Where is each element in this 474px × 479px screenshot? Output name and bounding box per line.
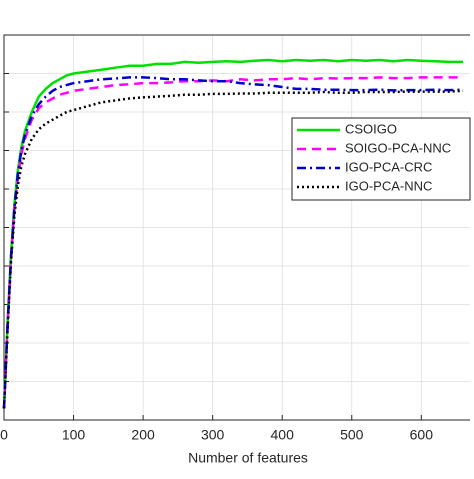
series-line <box>2 89 464 409</box>
x-tick-label: 600 <box>410 427 434 443</box>
legend-label: CSOIGO <box>345 121 397 136</box>
x-tick-label: 0 <box>0 427 8 443</box>
x-tick-label: 300 <box>201 427 225 443</box>
legend-label: IGO-PCA-NNC <box>345 178 432 193</box>
legend-box <box>291 117 471 201</box>
legend-label: IGO-PCA-CRC <box>345 159 432 174</box>
x-tick-label: 400 <box>271 427 295 443</box>
series-line <box>2 58 463 409</box>
x-tick-label: 200 <box>131 427 155 443</box>
x-axis-label: Number of features <box>188 450 308 466</box>
axes-frame <box>3 34 470 421</box>
x-tick-label: 100 <box>62 427 86 443</box>
legend-label: SOIGO-PCA-NNC <box>345 140 451 155</box>
x-tick-label: 500 <box>340 427 364 443</box>
series-line <box>2 76 464 409</box>
series-line <box>2 76 463 409</box>
